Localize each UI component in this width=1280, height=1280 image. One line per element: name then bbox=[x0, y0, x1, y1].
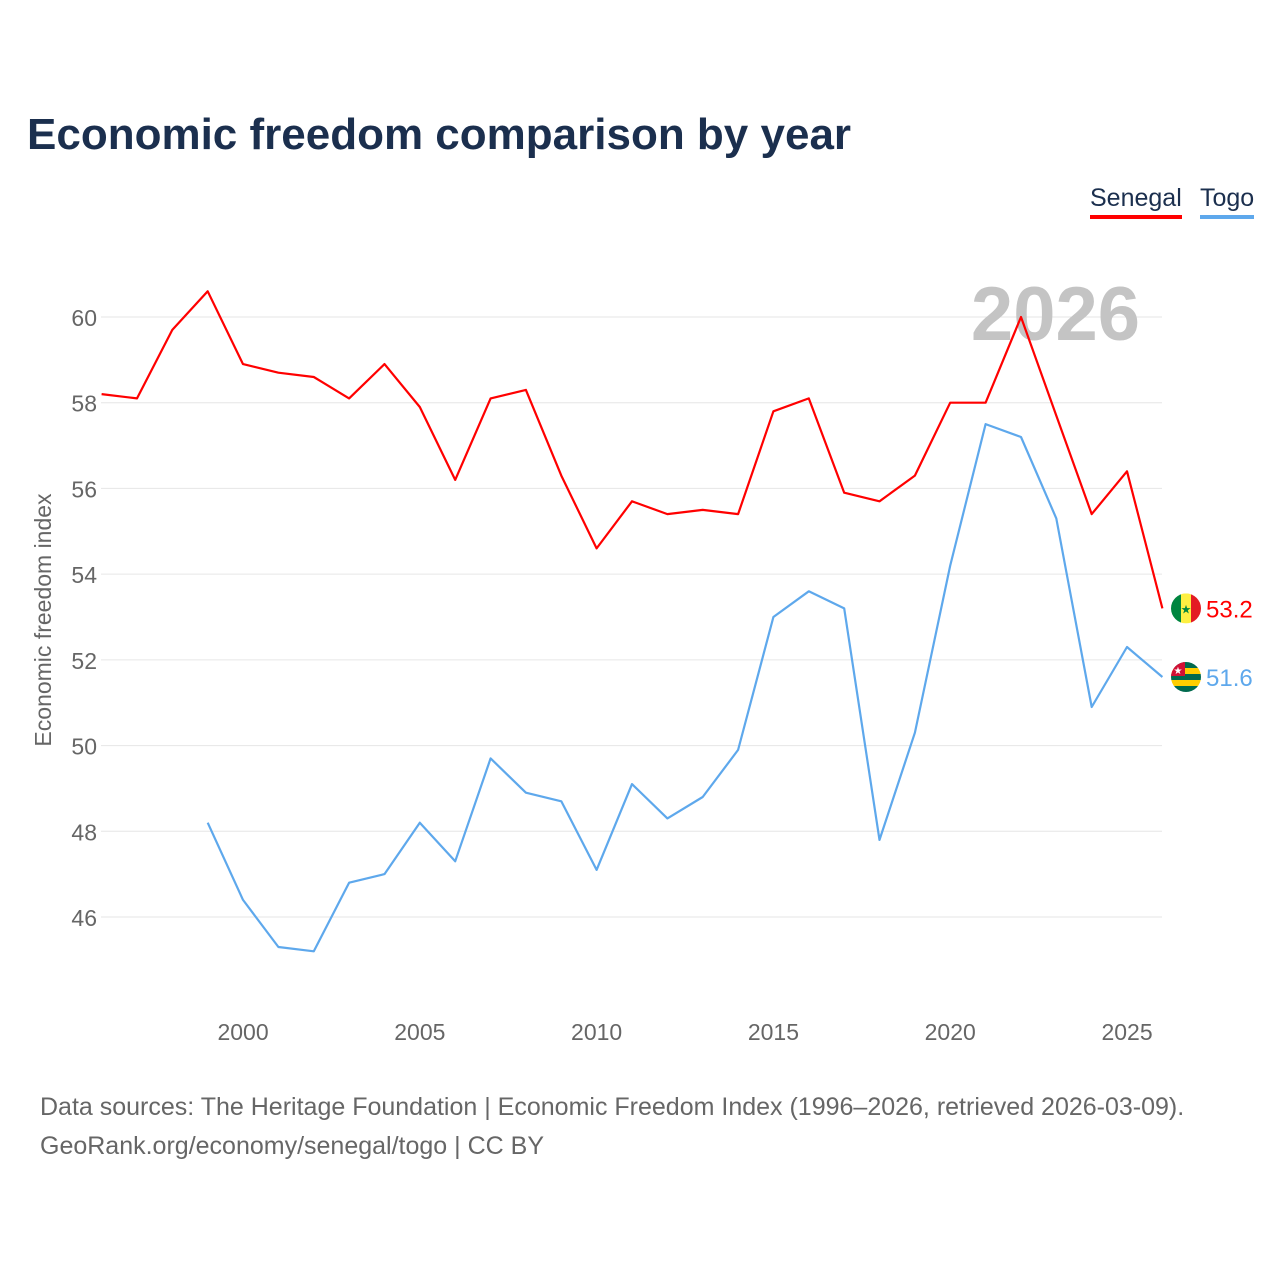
end-value-label-senegal: 53.2 bbox=[1206, 596, 1253, 623]
x-tick-label: 2025 bbox=[1101, 1019, 1152, 1045]
footer: Data sources: The Heritage Foundation | … bbox=[40, 1088, 1184, 1166]
source-text: Data sources: The Heritage Foundation | … bbox=[40, 1093, 1185, 1121]
chart-title: Economic freedom comparison by year bbox=[27, 110, 852, 159]
y-tick-label: 50 bbox=[71, 734, 97, 760]
legend-senegal[interactable]: Senegal bbox=[1090, 184, 1182, 219]
end-value-label-togo: 51.6 bbox=[1206, 665, 1253, 692]
x-tick-label: 2005 bbox=[394, 1019, 445, 1045]
y-tick-label: 54 bbox=[71, 562, 97, 588]
y-tick-label: 60 bbox=[71, 305, 97, 331]
x-tick-label: 2010 bbox=[571, 1019, 622, 1045]
y-tick-label: 46 bbox=[71, 905, 97, 931]
credit-text: GeoRank.org/economy/senegal/togo | CC BY bbox=[40, 1132, 544, 1160]
senegal-flag-icon: ★ bbox=[1171, 593, 1201, 624]
y-tick-label: 56 bbox=[71, 476, 97, 502]
year-watermark: 2026 bbox=[971, 272, 1140, 357]
svg-text:★: ★ bbox=[1181, 602, 1192, 616]
x-tick-label: 2015 bbox=[748, 1019, 799, 1045]
x-tick-label: 2000 bbox=[217, 1019, 268, 1045]
legend-togo[interactable]: Togo bbox=[1200, 184, 1255, 219]
y-tick-label: 58 bbox=[71, 391, 97, 417]
x-tick-label: 2020 bbox=[925, 1019, 976, 1045]
y-tick-label: 48 bbox=[71, 819, 97, 845]
series-line-senegal bbox=[101, 290, 1164, 609]
y-axis-label: Economic freedom index bbox=[30, 493, 56, 747]
svg-text:★: ★ bbox=[1174, 666, 1183, 677]
series-line-togo bbox=[206, 423, 1164, 953]
y-tick-label: 52 bbox=[71, 648, 97, 674]
togo-flag-icon: ★ bbox=[1171, 661, 1201, 692]
